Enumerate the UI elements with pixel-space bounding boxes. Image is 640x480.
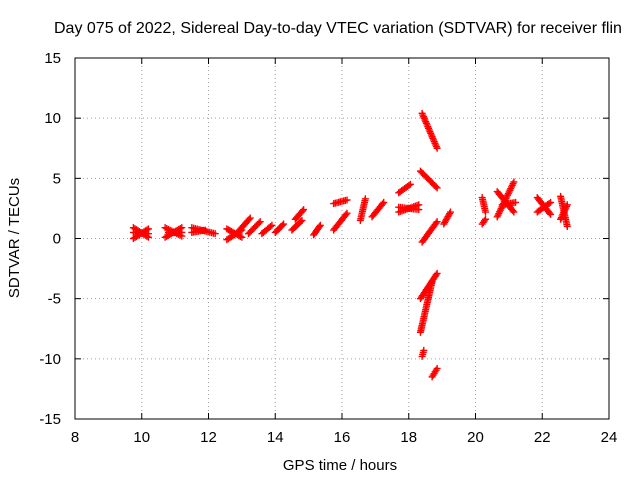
data-point	[446, 208, 454, 216]
data-point	[300, 206, 308, 214]
data-point	[432, 271, 440, 279]
data-point	[482, 208, 490, 216]
data-point	[480, 217, 488, 225]
data-point	[561, 206, 569, 214]
data-point	[298, 207, 306, 215]
data-point	[380, 198, 388, 206]
grid-lines	[75, 58, 609, 419]
data-point	[315, 223, 323, 231]
data-point	[512, 198, 520, 206]
data-point	[245, 215, 253, 223]
data-point	[415, 201, 423, 209]
data-point	[280, 220, 288, 228]
x-tick-label: 24	[601, 429, 618, 446]
data-point	[432, 219, 440, 227]
data-points	[129, 109, 571, 381]
x-tick-label: 8	[71, 429, 79, 446]
data-point	[278, 221, 286, 229]
y-tick-label: -5	[48, 291, 61, 308]
data-point	[342, 211, 350, 219]
data-point	[545, 199, 553, 207]
data-point	[201, 226, 209, 234]
data-point	[256, 218, 264, 226]
data-point	[510, 178, 518, 186]
x-axis-label: GPS time / hours	[283, 457, 397, 474]
data-point	[562, 204, 570, 212]
y-tick-label: -10	[39, 351, 61, 368]
data-point	[144, 230, 152, 238]
data-point	[446, 210, 454, 218]
data-point	[432, 183, 440, 191]
y-tick-label: 5	[53, 170, 61, 187]
data-point	[316, 221, 324, 229]
data-point	[557, 215, 565, 223]
x-tick-label: 20	[467, 429, 484, 446]
y-axis-label: SDTVAR / TECUs	[6, 178, 23, 298]
data-point	[343, 209, 351, 217]
data-point	[236, 232, 244, 240]
data-point	[433, 144, 441, 152]
data-point	[266, 222, 274, 230]
data-point	[563, 201, 571, 209]
data-point	[298, 216, 306, 224]
data-point	[560, 209, 568, 217]
y-tick-label: 0	[53, 231, 61, 248]
data-point	[405, 181, 413, 189]
data-point	[255, 219, 263, 227]
axis-ticks: 8 10 12 14 16 18 20 22 24 -15 -10 -5 0 5 10 15	[39, 50, 617, 446]
data-point	[428, 278, 436, 286]
data-point	[343, 196, 351, 204]
data-point	[379, 200, 387, 208]
data-point	[482, 215, 490, 223]
data-point	[433, 184, 441, 192]
x-tick-label: 10	[133, 429, 150, 446]
data-point	[547, 198, 555, 206]
data-point	[547, 210, 555, 218]
chart-title: Day 075 of 2022, Sidereal Day-to-day VTE…	[54, 20, 622, 37]
y-tick-label: 10	[44, 110, 61, 127]
x-tick-label: 18	[400, 429, 417, 446]
data-point	[178, 228, 186, 236]
data-point	[509, 207, 517, 215]
data-point	[268, 221, 276, 229]
data-point	[559, 210, 567, 218]
data-point	[557, 214, 565, 222]
data-point	[433, 364, 441, 372]
data-point	[297, 218, 305, 226]
x-tick-label: 22	[534, 429, 551, 446]
data-point	[510, 208, 518, 216]
x-tick-label: 14	[267, 429, 284, 446]
data-point	[563, 222, 571, 230]
x-tick-label: 16	[334, 429, 351, 446]
data-point	[563, 202, 571, 210]
data-point	[406, 180, 414, 188]
data-point	[211, 230, 219, 238]
data-point	[433, 218, 441, 226]
data-point	[246, 214, 254, 222]
data-point	[420, 346, 428, 354]
data-point	[361, 195, 369, 203]
y-tick-label: 15	[44, 50, 61, 67]
data-point	[558, 212, 566, 220]
y-tick-label: -15	[39, 411, 61, 428]
data-point	[560, 207, 568, 215]
data-point	[433, 269, 441, 277]
x-tick-label: 12	[200, 429, 217, 446]
data-point	[238, 233, 246, 241]
data-point	[545, 209, 553, 217]
